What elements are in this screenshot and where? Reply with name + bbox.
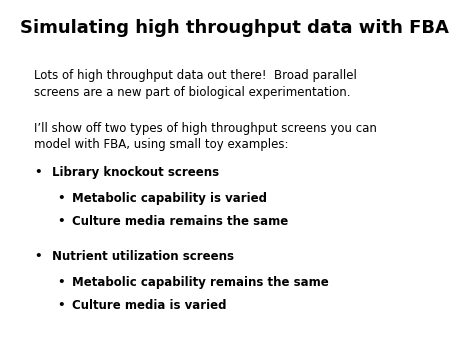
- Text: Metabolic capability is varied: Metabolic capability is varied: [72, 192, 267, 205]
- Text: Simulating high throughput data with FBA: Simulating high throughput data with FBA: [20, 19, 449, 37]
- Text: I’ll show off two types of high throughput screens you can
model with FBA, using: I’ll show off two types of high throughp…: [34, 122, 377, 151]
- Text: Culture media is varied: Culture media is varied: [72, 299, 226, 312]
- Text: Metabolic capability remains the same: Metabolic capability remains the same: [72, 276, 329, 289]
- Text: •: •: [58, 276, 65, 289]
- Text: •: •: [58, 215, 65, 228]
- Text: •: •: [58, 192, 65, 205]
- Text: •: •: [34, 166, 41, 178]
- Text: Nutrient utilization screens: Nutrient utilization screens: [52, 250, 234, 263]
- Text: Lots of high throughput data out there!  Broad parallel
screens are a new part o: Lots of high throughput data out there! …: [34, 69, 356, 99]
- Text: •: •: [58, 299, 65, 312]
- Text: •: •: [34, 250, 41, 263]
- Text: Culture media remains the same: Culture media remains the same: [72, 215, 288, 228]
- Text: Library knockout screens: Library knockout screens: [52, 166, 219, 178]
